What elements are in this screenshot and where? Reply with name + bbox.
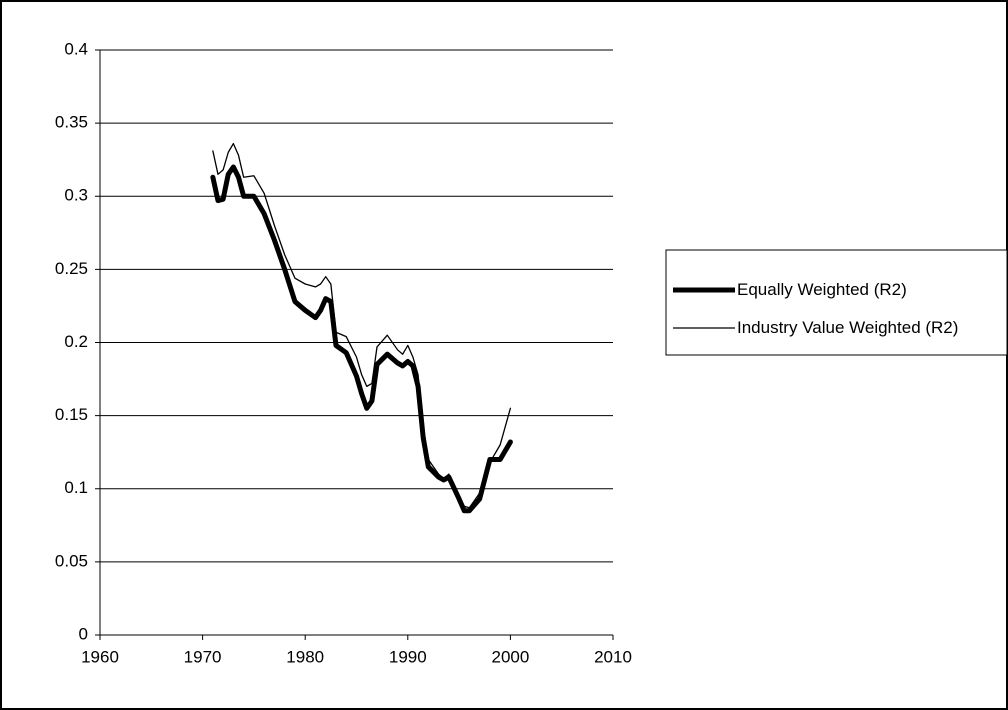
x-tick-label: 1970: [184, 647, 222, 666]
y-tick-label: 0.2: [64, 332, 88, 351]
y-tick-label: 0.1: [64, 478, 88, 497]
x-tick-label: 1960: [81, 647, 119, 666]
y-tick-label: 0: [79, 624, 88, 643]
legend-label: Industry Value Weighted (R2): [737, 318, 959, 337]
y-tick-label: 0.15: [55, 405, 88, 424]
series-line: [212, 142, 512, 509]
legend-label: Equally Weighted (R2): [737, 280, 907, 299]
series-line: [210, 164, 513, 514]
x-tick-label: 2000: [491, 647, 529, 666]
y-tick-label: 0.4: [64, 39, 88, 58]
legend-box: [665, 249, 1008, 356]
y-tick-label: 0.35: [55, 113, 88, 132]
x-tick-label: 2010: [594, 647, 632, 666]
x-tick-label: 1990: [389, 647, 427, 666]
y-tick-label: 0.25: [55, 259, 88, 278]
y-tick-label: 0.05: [55, 551, 88, 570]
y-tick-label: 0.3: [64, 186, 88, 205]
x-tick-label: 1980: [286, 647, 324, 666]
